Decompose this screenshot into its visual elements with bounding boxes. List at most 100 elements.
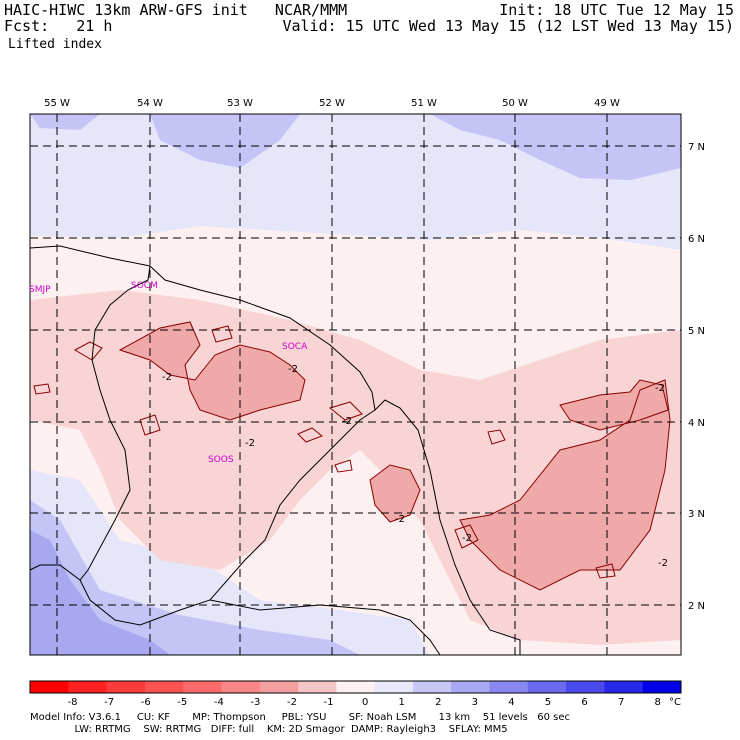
colorbar-tick-label: -4	[214, 697, 224, 708]
field-name: Lifted index	[8, 37, 102, 52]
border-brazil-french-guiana	[209, 599, 441, 656]
colorbar-tick-label: -5	[177, 697, 187, 708]
colorbar-cell	[30, 681, 69, 693]
contour-east	[459, 379, 671, 591]
field-positive-southwest-strong	[30, 530, 170, 655]
field-negative-east	[460, 380, 670, 590]
plot-title: HAIC-HIWC 13km ARW-GFS init NCAR/MMM	[4, 1, 348, 19]
contour-small-8	[595, 563, 616, 579]
lat-label: 3 N	[688, 509, 705, 520]
field-positive-north-strong	[150, 114, 300, 168]
colorbar-tick-label: 7	[618, 697, 624, 708]
colorbar-tick-label: 4	[508, 697, 514, 708]
lon-label: 49 W	[594, 98, 620, 109]
lon-label: 55 W	[44, 98, 70, 109]
station-smjp: SMJP	[29, 285, 51, 295]
station-socm: SOCM	[131, 281, 158, 291]
colorbar-cell	[527, 681, 567, 693]
shaded-field	[30, 114, 681, 655]
model-info-line-1: Model Info: V3.6.1 CU: KF MP: Thompson P…	[30, 712, 570, 723]
contour-central	[118, 321, 306, 421]
model-info-line-2: LW: RRTMG SW: RRTMG DIFF: full KM: 2D Sm…	[30, 724, 508, 735]
valid-time: Valid: 15 UTC Wed 13 May 15 (12 LST Wed …	[282, 17, 734, 35]
colorbar-cell	[489, 681, 529, 693]
lat-label: 6 N	[688, 234, 705, 245]
colorbar-cell	[259, 681, 299, 693]
field-positive-ne-corner	[640, 118, 681, 140]
graticule	[30, 114, 681, 655]
colorbar-cell	[374, 681, 414, 693]
lon-label: 50 W	[502, 98, 528, 109]
field-positive-nw	[30, 114, 100, 130]
contour-cell-a	[369, 464, 421, 523]
forecast-hour: Fcst: 21 h	[4, 17, 113, 35]
contour-small-6	[487, 429, 506, 445]
map-frame	[29, 113, 682, 656]
longitude-labels: 55 W 54 W 53 W 52 W 51 W 50 W 49 W	[44, 98, 620, 109]
colorbar-tick-label: 5	[545, 697, 551, 708]
contour-label: -2	[162, 372, 172, 383]
colorbar-cell	[68, 681, 108, 693]
contour-cell-b	[559, 379, 669, 431]
station-soca: SOCA	[282, 342, 308, 352]
colorbar-tick-label: 8	[655, 697, 661, 708]
colorbar-cell	[566, 681, 605, 693]
lon-label: 53 W	[227, 98, 253, 109]
colorbar-tick-label: 0	[362, 697, 368, 708]
colorbar-cell	[604, 681, 644, 693]
colorbar-tick-label: -1	[324, 697, 334, 708]
colorbar-tick-label: 3	[472, 697, 478, 708]
colorbar-cell	[183, 681, 222, 693]
contour-small-1	[73, 341, 103, 361]
lat-label: 7 N	[688, 142, 705, 153]
coastlines	[29, 245, 521, 656]
colorbar-cell	[451, 681, 491, 693]
colorbar-tick-labels: -8 -7 -6 -5 -4 -3 -2 -1 0 1 2 3 4 5 6 7 8	[68, 697, 661, 708]
contour-label: -2	[395, 514, 405, 525]
contour-label: -2	[288, 364, 298, 375]
contour-label: -2	[342, 416, 352, 427]
colorbar-unit: °C	[669, 697, 681, 708]
colorbar-cell	[221, 681, 261, 693]
colorbar-tick-label: -3	[250, 697, 260, 708]
contour-small-7	[454, 524, 479, 549]
border-guyana-suriname	[29, 265, 151, 581]
colorbar-cells	[29, 680, 682, 694]
init-time: Init: 18 UTC Tue 12 May 15	[499, 1, 734, 19]
field-negative-central	[120, 322, 305, 420]
colorbar: -8 -7 -6 -5 -4 -3 -2 -1 0 1 2 3 4 5 6 7 8 °C	[29, 680, 682, 708]
colorbar-tick-label: 2	[435, 697, 441, 708]
colorbar-cell	[298, 681, 337, 693]
colorbar-tick-label: -2	[287, 697, 297, 708]
colorbar-tick-label: -6	[141, 697, 151, 708]
latitude-labels: 7 N 6 N 5 N 4 N 3 N 2 N	[688, 142, 705, 612]
lat-label: 2 N	[688, 601, 705, 612]
contour-labels: -2 -2 -2 -2 -2 -2 -2 -2	[162, 364, 668, 569]
colorbar-cell	[642, 681, 682, 693]
colorbar-cell	[106, 681, 146, 693]
colorbar-tick-label: 1	[399, 697, 405, 708]
field-positive-southwest	[30, 500, 360, 655]
lon-label: 54 W	[137, 98, 163, 109]
contour-small-10	[211, 325, 233, 343]
contour-small-4	[328, 401, 363, 421]
station-soos: SOOS	[208, 455, 234, 465]
lat-label: 5 N	[688, 326, 705, 337]
contour-label: -2	[655, 383, 665, 394]
colorbar-cell	[412, 681, 452, 693]
colorbar-tick-label: -7	[104, 697, 114, 708]
colorbar-tick-label: 6	[581, 697, 587, 708]
border-suriname-french-guiana	[79, 409, 376, 626]
colorbar-frame	[29, 680, 682, 694]
stations: SMJP SOCM SOCA SOOS	[29, 281, 308, 465]
lon-label: 51 W	[411, 98, 437, 109]
contour-small-9	[33, 383, 51, 395]
lon-label: 52 W	[319, 98, 345, 109]
contour-label: -2	[462, 533, 472, 544]
colorbar-cell	[336, 681, 376, 693]
contour-lines	[33, 321, 671, 591]
colorbar-tick-label: -8	[68, 697, 78, 708]
contour-small-3	[297, 427, 323, 443]
contour-label: -2	[658, 558, 668, 569]
